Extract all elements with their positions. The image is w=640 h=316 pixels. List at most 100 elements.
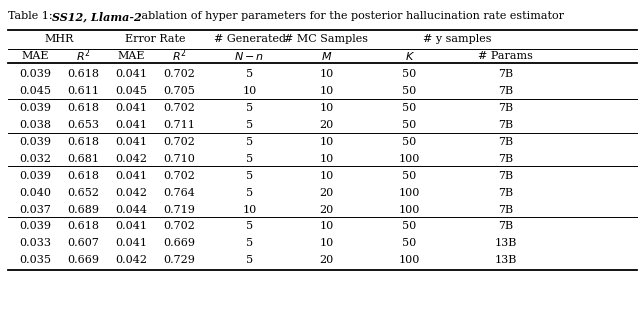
Text: 20: 20 (319, 120, 333, 130)
Text: 0.711: 0.711 (163, 120, 195, 130)
Text: 5: 5 (246, 188, 253, 198)
Text: 0.041: 0.041 (115, 103, 147, 113)
Text: SS12, Llama-2: SS12, Llama-2 (52, 11, 142, 22)
Text: $R^2$: $R^2$ (76, 48, 90, 64)
Text: 7B: 7B (498, 69, 513, 79)
Text: 0.041: 0.041 (115, 137, 147, 147)
Text: 0.044: 0.044 (115, 204, 147, 215)
Text: 0.764: 0.764 (163, 188, 195, 198)
Text: 100: 100 (399, 188, 420, 198)
Text: 0.702: 0.702 (163, 171, 195, 181)
Text: 50: 50 (403, 120, 417, 130)
Text: 10: 10 (319, 154, 333, 164)
Text: 10: 10 (319, 222, 333, 231)
Text: MAE: MAE (118, 51, 145, 61)
Text: 7B: 7B (498, 222, 513, 231)
Text: 5: 5 (246, 222, 253, 231)
Text: 0.039: 0.039 (19, 69, 51, 79)
Text: 0.719: 0.719 (163, 204, 195, 215)
Text: 0.045: 0.045 (19, 86, 51, 96)
Text: 0.039: 0.039 (19, 137, 51, 147)
Text: 0.669: 0.669 (163, 238, 195, 248)
Text: 0.689: 0.689 (67, 204, 99, 215)
Text: $M$: $M$ (321, 50, 332, 62)
Text: 0.042: 0.042 (115, 255, 147, 265)
Text: 0.033: 0.033 (19, 238, 51, 248)
Text: 0.705: 0.705 (163, 86, 195, 96)
Text: 50: 50 (403, 86, 417, 96)
Text: 0.041: 0.041 (115, 238, 147, 248)
Text: 5: 5 (246, 137, 253, 147)
Text: 0.702: 0.702 (163, 222, 195, 231)
Text: 0.681: 0.681 (67, 154, 99, 164)
Text: 0.618: 0.618 (67, 69, 99, 79)
Text: 100: 100 (399, 255, 420, 265)
Text: 0.653: 0.653 (67, 120, 99, 130)
Text: 0.038: 0.038 (19, 120, 51, 130)
Text: # y samples: # y samples (423, 34, 492, 45)
Text: 10: 10 (243, 86, 257, 96)
Text: 0.618: 0.618 (67, 137, 99, 147)
Text: 13B: 13B (495, 255, 516, 265)
Text: 0.607: 0.607 (67, 238, 99, 248)
Text: 0.652: 0.652 (67, 188, 99, 198)
Text: 0.702: 0.702 (163, 137, 195, 147)
Text: 5: 5 (246, 120, 253, 130)
Text: 13B: 13B (495, 238, 516, 248)
Text: 7B: 7B (498, 154, 513, 164)
Text: 10: 10 (319, 69, 333, 79)
Text: 7B: 7B (498, 86, 513, 96)
Text: 20: 20 (319, 188, 333, 198)
Text: 0.041: 0.041 (115, 171, 147, 181)
Text: 7B: 7B (498, 103, 513, 113)
Text: 50: 50 (403, 103, 417, 113)
Text: 10: 10 (319, 238, 333, 248)
Text: 0.702: 0.702 (163, 103, 195, 113)
Text: 0.041: 0.041 (115, 120, 147, 130)
Text: 10: 10 (319, 171, 333, 181)
Text: # Params: # Params (478, 51, 533, 61)
Text: $K$: $K$ (404, 50, 415, 62)
Text: 5: 5 (246, 69, 253, 79)
Text: MAE: MAE (22, 51, 49, 61)
Text: 0.669: 0.669 (67, 255, 99, 265)
Text: 0.618: 0.618 (67, 171, 99, 181)
Text: 0.729: 0.729 (163, 255, 195, 265)
Text: 50: 50 (403, 69, 417, 79)
Text: 10: 10 (319, 103, 333, 113)
Text: 20: 20 (319, 255, 333, 265)
Text: 5: 5 (246, 171, 253, 181)
Text: 0.032: 0.032 (19, 154, 51, 164)
Text: Error Rate: Error Rate (125, 34, 186, 45)
Text: 0.042: 0.042 (115, 188, 147, 198)
Text: # Generated: # Generated (214, 34, 285, 45)
Text: 0.045: 0.045 (115, 86, 147, 96)
Text: 5: 5 (246, 238, 253, 248)
Text: 10: 10 (319, 137, 333, 147)
Text: 7B: 7B (498, 188, 513, 198)
Text: 7B: 7B (498, 120, 513, 130)
Text: 0.040: 0.040 (19, 188, 51, 198)
Text: ablation of hyper parameters for the posterior hallucination rate estimator: ablation of hyper parameters for the pos… (138, 11, 564, 21)
Text: 0.039: 0.039 (19, 103, 51, 113)
Text: Table 1:: Table 1: (8, 11, 56, 21)
Text: 0.039: 0.039 (19, 171, 51, 181)
Text: 0.618: 0.618 (67, 103, 99, 113)
Text: 0.702: 0.702 (163, 69, 195, 79)
Text: 5: 5 (246, 154, 253, 164)
Text: 100: 100 (399, 204, 420, 215)
Text: 50: 50 (403, 238, 417, 248)
Text: 0.618: 0.618 (67, 222, 99, 231)
Text: 7B: 7B (498, 171, 513, 181)
Text: 0.710: 0.710 (163, 154, 195, 164)
Text: 10: 10 (319, 86, 333, 96)
Text: $N-n$: $N-n$ (234, 50, 265, 62)
Text: 0.039: 0.039 (19, 222, 51, 231)
Text: 0.041: 0.041 (115, 69, 147, 79)
Text: 0.041: 0.041 (115, 222, 147, 231)
Text: 50: 50 (403, 137, 417, 147)
Text: 10: 10 (243, 204, 257, 215)
Text: 7B: 7B (498, 137, 513, 147)
Text: # MC Samples: # MC Samples (284, 34, 369, 45)
Text: MHR: MHR (45, 34, 74, 45)
